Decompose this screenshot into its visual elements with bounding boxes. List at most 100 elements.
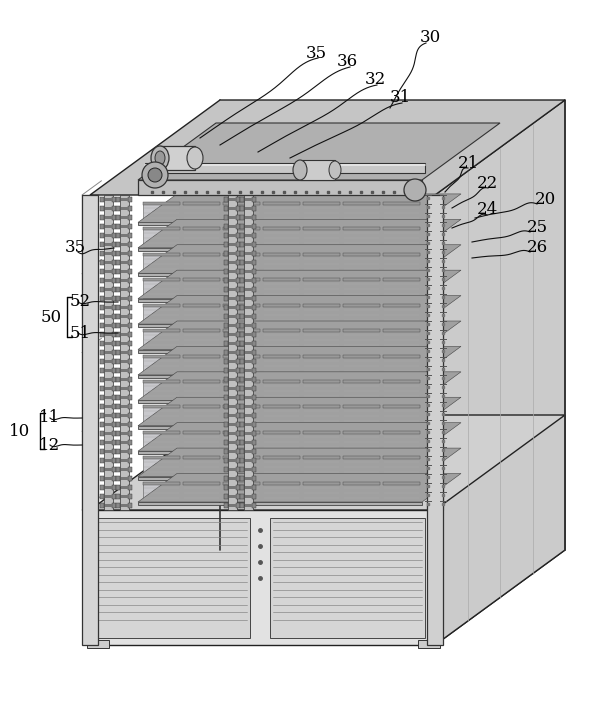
Polygon shape — [112, 386, 116, 391]
Bar — [245, 405, 252, 408]
Polygon shape — [252, 341, 256, 346]
Polygon shape — [236, 449, 240, 454]
Bar — [105, 378, 112, 381]
Polygon shape — [224, 359, 228, 364]
Bar — [105, 477, 112, 480]
Polygon shape — [112, 305, 116, 310]
Polygon shape — [100, 377, 104, 382]
Polygon shape — [100, 215, 104, 220]
Polygon shape — [240, 386, 244, 391]
Bar — [121, 423, 128, 426]
Polygon shape — [100, 224, 104, 229]
Polygon shape — [343, 431, 380, 434]
Polygon shape — [223, 304, 260, 307]
Bar — [105, 234, 112, 237]
Polygon shape — [236, 215, 240, 220]
Polygon shape — [223, 329, 260, 349]
Bar — [229, 234, 236, 237]
Polygon shape — [343, 202, 380, 205]
Text: 35: 35 — [65, 240, 86, 257]
Polygon shape — [236, 503, 240, 508]
Bar — [245, 243, 252, 246]
Polygon shape — [183, 202, 220, 221]
Polygon shape — [138, 180, 422, 195]
Polygon shape — [224, 332, 228, 337]
Polygon shape — [112, 404, 116, 409]
Bar — [245, 234, 252, 237]
Bar — [105, 351, 112, 354]
Polygon shape — [236, 287, 240, 292]
Bar — [105, 387, 112, 390]
Polygon shape — [128, 206, 132, 211]
Bar — [121, 387, 128, 390]
Polygon shape — [183, 380, 220, 399]
Polygon shape — [128, 395, 132, 400]
Polygon shape — [100, 494, 104, 499]
Polygon shape — [343, 227, 380, 231]
Polygon shape — [252, 467, 256, 472]
Polygon shape — [383, 202, 420, 221]
Bar — [121, 477, 128, 480]
Polygon shape — [112, 494, 116, 499]
Bar — [121, 288, 128, 291]
Polygon shape — [223, 253, 260, 256]
Bar — [82, 195, 98, 510]
Polygon shape — [100, 368, 104, 373]
Polygon shape — [112, 350, 116, 355]
Polygon shape — [128, 278, 132, 283]
Text: 24: 24 — [477, 202, 498, 219]
Polygon shape — [116, 206, 120, 211]
Polygon shape — [128, 215, 132, 220]
Polygon shape — [100, 485, 104, 490]
Polygon shape — [224, 197, 228, 202]
Polygon shape — [383, 380, 420, 399]
Polygon shape — [138, 451, 422, 454]
Bar — [121, 432, 128, 435]
Polygon shape — [100, 413, 104, 418]
Polygon shape — [183, 380, 220, 383]
Polygon shape — [116, 269, 120, 274]
Polygon shape — [343, 380, 380, 399]
Polygon shape — [343, 482, 380, 501]
Bar — [245, 432, 252, 435]
Bar — [245, 441, 252, 444]
Polygon shape — [138, 347, 461, 375]
Polygon shape — [223, 406, 260, 408]
Polygon shape — [183, 304, 220, 307]
Polygon shape — [116, 395, 120, 400]
Polygon shape — [138, 273, 422, 276]
Polygon shape — [383, 431, 420, 450]
Polygon shape — [224, 341, 228, 346]
Polygon shape — [128, 467, 132, 472]
Bar — [105, 396, 112, 399]
Polygon shape — [252, 431, 256, 436]
Polygon shape — [224, 260, 228, 265]
Polygon shape — [116, 368, 120, 373]
Polygon shape — [138, 270, 461, 299]
Polygon shape — [224, 404, 228, 409]
Polygon shape — [116, 260, 120, 265]
Bar — [121, 279, 128, 282]
Polygon shape — [143, 304, 180, 307]
Polygon shape — [236, 413, 240, 418]
Polygon shape — [263, 278, 300, 297]
Polygon shape — [236, 242, 240, 247]
Bar — [245, 369, 252, 372]
Bar — [245, 342, 252, 345]
Polygon shape — [303, 304, 340, 307]
Polygon shape — [303, 253, 340, 256]
Polygon shape — [343, 227, 380, 247]
Bar — [105, 504, 112, 507]
Polygon shape — [223, 278, 260, 281]
Polygon shape — [236, 332, 240, 337]
Polygon shape — [252, 287, 256, 292]
Polygon shape — [116, 332, 120, 337]
Bar — [229, 216, 236, 219]
Polygon shape — [143, 482, 180, 484]
Polygon shape — [236, 341, 240, 346]
Polygon shape — [303, 354, 340, 358]
Polygon shape — [343, 329, 380, 349]
Polygon shape — [100, 431, 104, 436]
Bar — [121, 234, 128, 237]
Polygon shape — [224, 242, 228, 247]
